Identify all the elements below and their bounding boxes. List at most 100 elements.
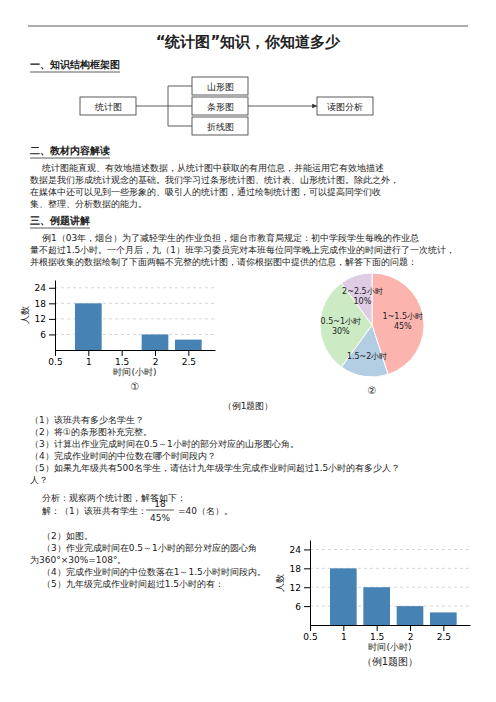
text: （4）完成作业时间的中位数落在1～1.5小时时间段内。 — [42, 567, 266, 577]
x-tick: 1 — [341, 625, 347, 642]
pie-chart: 1~1.5小时45%1.5~2小时0.5~1小时30%2~2.5小时10%② — [320, 273, 424, 396]
y-axis: 6 12 18 24 — [290, 541, 311, 626]
text: （5）如果九年级共有500名学生，请估计九年级学生完成作业时间超过1.5小时的有… — [30, 463, 400, 473]
bar — [142, 334, 169, 350]
x-tick-mark — [410, 625, 411, 631]
x-tick: 2.5 — [437, 625, 451, 642]
text: （2）将①的条形图补充完整。 — [30, 427, 152, 437]
x-tick-mark — [188, 350, 189, 356]
text: 量不超过1.5小时。一个月后，九（1）班学习委员完对本班每位同学晚上完成作业的时… — [30, 245, 455, 255]
text: 45% — [150, 513, 170, 523]
text: 数据是我们形成统计观念的基础。我们学习过条形统计图、统计表、山形统计图。除此之外… — [30, 175, 399, 185]
connector — [168, 126, 192, 127]
x-tick: 1.5 — [115, 350, 129, 367]
data-label: 45% — [394, 322, 412, 331]
text: （3）作业完成时间在0.5～1小时的部分对应的圆心角 — [42, 543, 257, 553]
text: =40（名）。 — [178, 506, 233, 516]
x-tick-label: 1.5 — [115, 357, 129, 367]
bar — [330, 568, 357, 625]
x-axis: 0.5 1 1.5 2 2.5 — [48, 350, 215, 367]
bar-chart: 0.511.522.56121824时间(小时)人数（例1题图） — [275, 541, 471, 668]
x-axis-line — [56, 350, 216, 351]
x-tick-label: 2.5 — [437, 632, 451, 642]
section-heading: 一、知识结构框架图 — [30, 59, 120, 70]
y-tick-label: 24 — [290, 545, 302, 555]
x-tick: 1.5 — [370, 625, 384, 642]
x-tick: 2 — [153, 350, 159, 367]
bar — [397, 606, 424, 625]
y-tick-mark — [304, 587, 310, 588]
x-tick-label: 0.5 — [303, 632, 317, 642]
y-tick-mark — [49, 288, 55, 289]
y-tick-mark — [49, 319, 55, 320]
diagram-box-label: 读图分析 — [327, 102, 363, 112]
x-axis-title: 时间(小时) — [368, 642, 411, 652]
pie-category-label: 1.5~2小时 — [347, 352, 388, 361]
y-axis-title: 人数 — [275, 574, 285, 592]
bar — [363, 587, 390, 625]
chart-annotation: ② — [368, 385, 377, 396]
grid-line — [310, 549, 470, 550]
pie-labels: 1~1.5小时45%1.5~2小时0.5~1小时30%2~2.5小时10% — [321, 287, 424, 361]
y-tick-mark — [304, 606, 310, 607]
x-tick-label: 0.5 — [48, 357, 62, 367]
y-axis-line — [310, 541, 311, 626]
diagram-box-label: 条形图 — [207, 102, 234, 112]
x-tick-label: 2 — [408, 632, 414, 642]
text: 解：（1）该班共有学生： — [42, 506, 147, 516]
diagram-box — [80, 97, 136, 115]
x-tick-label: 2 — [153, 357, 159, 367]
title: “统计图”知识，你知道多少 — [156, 33, 342, 51]
text: （例1题图） — [223, 401, 274, 411]
y-tick-label: 6 — [295, 601, 301, 611]
x-tick-mark — [310, 625, 311, 631]
x-tick-label: 1 — [341, 632, 347, 642]
diagram-box — [317, 97, 373, 115]
bar — [430, 612, 457, 625]
y-axis: 6121824 — [35, 281, 56, 351]
x-tick: 2 — [408, 625, 414, 642]
x-tick: 0.5 — [48, 350, 62, 367]
text: 并根据收集的数据绘制了下面两幅不完整的统计图，请你根据图中提供的信息，解答下面的… — [30, 257, 417, 267]
underline — [30, 158, 110, 159]
text: 例1（03年，烟台）为了减轻学生的作业负担，烟台市教育局规定：初中学段学生每晚的… — [42, 233, 419, 243]
data-label: 30% — [332, 327, 350, 336]
connector — [168, 106, 192, 107]
bar — [175, 340, 202, 350]
underline — [30, 228, 90, 229]
pie-category-label: 2~2.5小时 — [342, 287, 383, 296]
x-tick-mark — [443, 625, 444, 631]
x-tick-mark — [88, 350, 89, 356]
connector — [136, 106, 168, 107]
fraction-bar — [146, 510, 174, 511]
x-axis-line — [311, 625, 471, 626]
y-tick-mark — [49, 303, 55, 304]
text: 统计图能直观、有效地描述数据，从统计图中获取的有用信息，并能运用它有效地描述 — [42, 163, 384, 173]
text: 在媒体中还可以见到一些形象的、吸引人的统计图，通过绘制统计图，可以提高同学们收 — [30, 187, 381, 197]
y-tick-label: 18 — [35, 299, 47, 309]
y-tick: 24 — [35, 283, 55, 293]
y-tick: 18 — [290, 564, 310, 574]
text: （5）九年级完成作业时间超过1.5小时的有： — [42, 579, 224, 589]
pie-category-label: 0.5~1小时 — [321, 317, 362, 326]
diagram-box-label: 折线图 — [207, 122, 234, 132]
chart-annotation: ① — [131, 381, 140, 392]
x-tick: 2.5 — [182, 350, 196, 367]
text: （4）完成作业时间的中位数在哪个时间段内？ — [30, 451, 216, 461]
pie-category-label: 1~1.5小时 — [383, 312, 424, 321]
text: （1）该班共有多少名学生？ — [30, 415, 144, 425]
x-axis: 0.5 1 1.5 2 2.5 — [303, 625, 470, 642]
x-tick-label: 1 — [86, 357, 92, 367]
page: “统计图”知识，你知道多少一、知识结构框架图统计图山形图条形图折线图读图分析二、… — [0, 0, 496, 702]
x-tick-mark — [122, 350, 123, 356]
diagram-box-label: 山形图 — [207, 82, 234, 92]
text: 集、整理、分析数据的能力。 — [30, 199, 147, 209]
connector — [168, 86, 192, 87]
pie — [320, 273, 424, 377]
x-tick: 1 — [86, 350, 92, 367]
y-tick: 12 — [35, 314, 55, 324]
page-svg: “统计图”知识，你知道多少一、知识结构框架图统计图山形图条形图折线图读图分析二、… — [0, 0, 496, 702]
y-tick: 12 — [290, 583, 310, 593]
section-heading: 二、教材内容解读 — [30, 145, 110, 156]
y-tick: 18 — [35, 299, 55, 309]
